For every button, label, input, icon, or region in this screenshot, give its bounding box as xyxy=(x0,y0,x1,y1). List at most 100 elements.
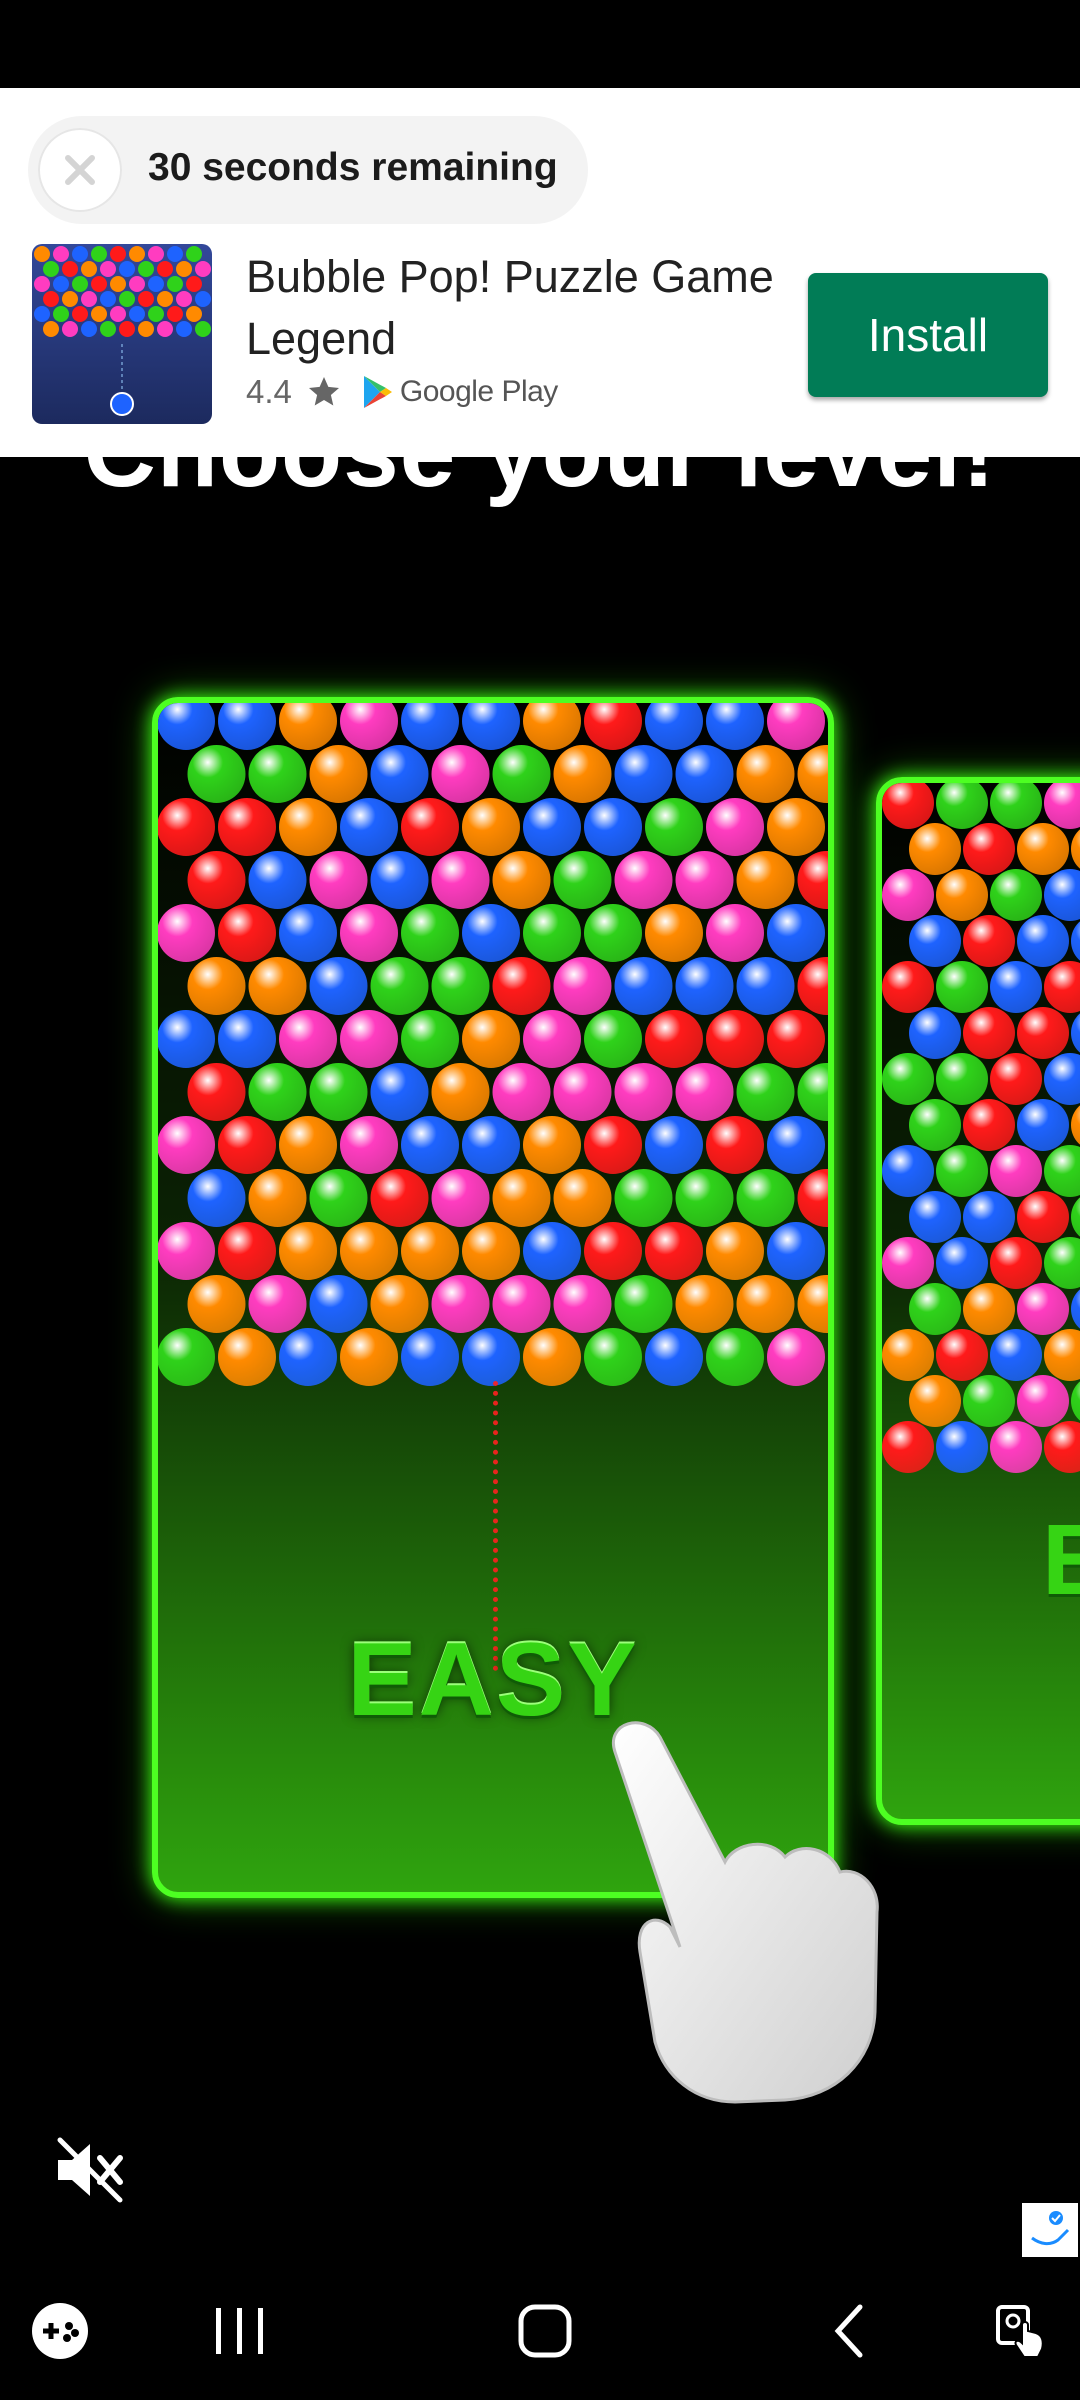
icon-bubble xyxy=(186,276,202,292)
bubble xyxy=(492,1275,551,1333)
bubble xyxy=(736,1169,795,1227)
bubble xyxy=(990,1421,1042,1473)
icon-bubble xyxy=(100,321,116,337)
icon-bubble xyxy=(53,306,69,322)
icon-bubble xyxy=(157,291,173,307)
adchoices-icon[interactable] xyxy=(1022,2203,1078,2257)
bubble xyxy=(158,1222,215,1280)
adchoices-glyph xyxy=(1031,2211,1070,2246)
bubble xyxy=(523,798,581,856)
bubble xyxy=(462,798,520,856)
bubble xyxy=(963,1007,1015,1059)
bubble xyxy=(462,904,520,962)
level-card-easy[interactable]: EASY xyxy=(152,697,834,1898)
bubble xyxy=(187,745,246,803)
bubble xyxy=(248,957,307,1015)
bubble xyxy=(584,1116,642,1174)
icon-bubble xyxy=(43,261,59,277)
bubble xyxy=(675,1275,734,1333)
bubble xyxy=(909,1283,961,1335)
install-button[interactable]: Install xyxy=(808,273,1048,397)
bubble xyxy=(401,1010,459,1068)
icon-bubble xyxy=(157,321,173,337)
icon-bubble xyxy=(176,321,192,337)
bubble xyxy=(797,1063,828,1121)
bubble xyxy=(158,904,215,962)
bubble xyxy=(1044,1145,1080,1197)
bubble xyxy=(279,904,337,962)
bubble xyxy=(1044,961,1080,1013)
bubble xyxy=(248,1169,307,1227)
game-ad-video[interactable]: Choose your level! EASY E xyxy=(0,457,1080,2262)
bubble xyxy=(936,1329,988,1381)
bubble xyxy=(158,798,215,856)
level-label-next: E xyxy=(1042,1503,1080,1618)
icon-bubble xyxy=(176,291,192,307)
bubble xyxy=(706,1116,764,1174)
bubble xyxy=(797,1275,828,1333)
app-icon[interactable] xyxy=(32,244,212,424)
bubble xyxy=(309,1169,368,1227)
bubble xyxy=(706,1010,764,1068)
icon-bubble xyxy=(186,246,202,262)
bubble xyxy=(990,1329,1042,1381)
bubble-grid-next xyxy=(882,783,1080,1473)
bubble xyxy=(309,1275,368,1333)
bubble xyxy=(909,1191,961,1243)
bubble xyxy=(279,703,337,750)
bubble xyxy=(401,703,459,750)
icon-bubble xyxy=(110,246,126,262)
bubble xyxy=(645,703,703,750)
navigation-bar xyxy=(0,2262,1080,2400)
bubble xyxy=(187,1063,246,1121)
bubble xyxy=(1071,1105,1080,1145)
bubble xyxy=(1071,921,1080,961)
icon-bubble xyxy=(167,276,183,292)
mute-icon[interactable] xyxy=(50,2130,130,2210)
icon-bubble xyxy=(91,306,107,322)
bubble xyxy=(675,1169,734,1227)
close-ad-button[interactable] xyxy=(38,128,122,212)
bubble xyxy=(936,783,988,829)
bubble xyxy=(279,1328,337,1386)
icon-bubble xyxy=(167,246,183,262)
bubble xyxy=(309,957,368,1015)
icon-bubble xyxy=(62,291,78,307)
icon-bubble xyxy=(100,261,116,277)
bubble xyxy=(909,1099,961,1151)
bubble xyxy=(340,703,398,750)
game-launcher-button[interactable] xyxy=(20,2262,100,2400)
store-label: Google Play xyxy=(399,375,558,408)
bubble xyxy=(1071,1289,1080,1329)
bubble xyxy=(431,1275,490,1333)
bubble xyxy=(1044,1053,1080,1105)
bubble xyxy=(340,1328,398,1386)
ad-timer-pill: 30 seconds remaining xyxy=(28,116,588,224)
choose-level-title: Choose your level! xyxy=(0,457,1080,510)
home-button[interactable] xyxy=(500,2262,590,2400)
bubble xyxy=(990,1145,1042,1197)
app-name[interactable]: Bubble Pop! Puzzle Game Legend xyxy=(246,251,774,364)
recents-button[interactable] xyxy=(200,2262,280,2400)
bubble xyxy=(248,851,307,909)
bubble xyxy=(553,1169,612,1227)
icon-bubble xyxy=(62,321,78,337)
bubble xyxy=(882,1329,934,1381)
icon-bubble xyxy=(62,261,78,277)
icon-bubble xyxy=(91,246,107,262)
icon-bubble xyxy=(34,276,50,292)
icon-bubble xyxy=(72,276,88,292)
back-button[interactable] xyxy=(810,2262,890,2400)
level-card-next[interactable]: E xyxy=(876,777,1080,1825)
bubble xyxy=(706,1328,764,1386)
bubble xyxy=(584,904,642,962)
icon-bubble xyxy=(129,306,145,322)
bubble xyxy=(492,1169,551,1227)
bubble xyxy=(431,957,490,1015)
bubble xyxy=(370,957,429,1015)
bubble xyxy=(218,904,276,962)
bubble xyxy=(248,1063,307,1121)
bubble xyxy=(1044,869,1080,921)
accessibility-button[interactable] xyxy=(980,2262,1060,2400)
bubble xyxy=(1017,1007,1069,1059)
